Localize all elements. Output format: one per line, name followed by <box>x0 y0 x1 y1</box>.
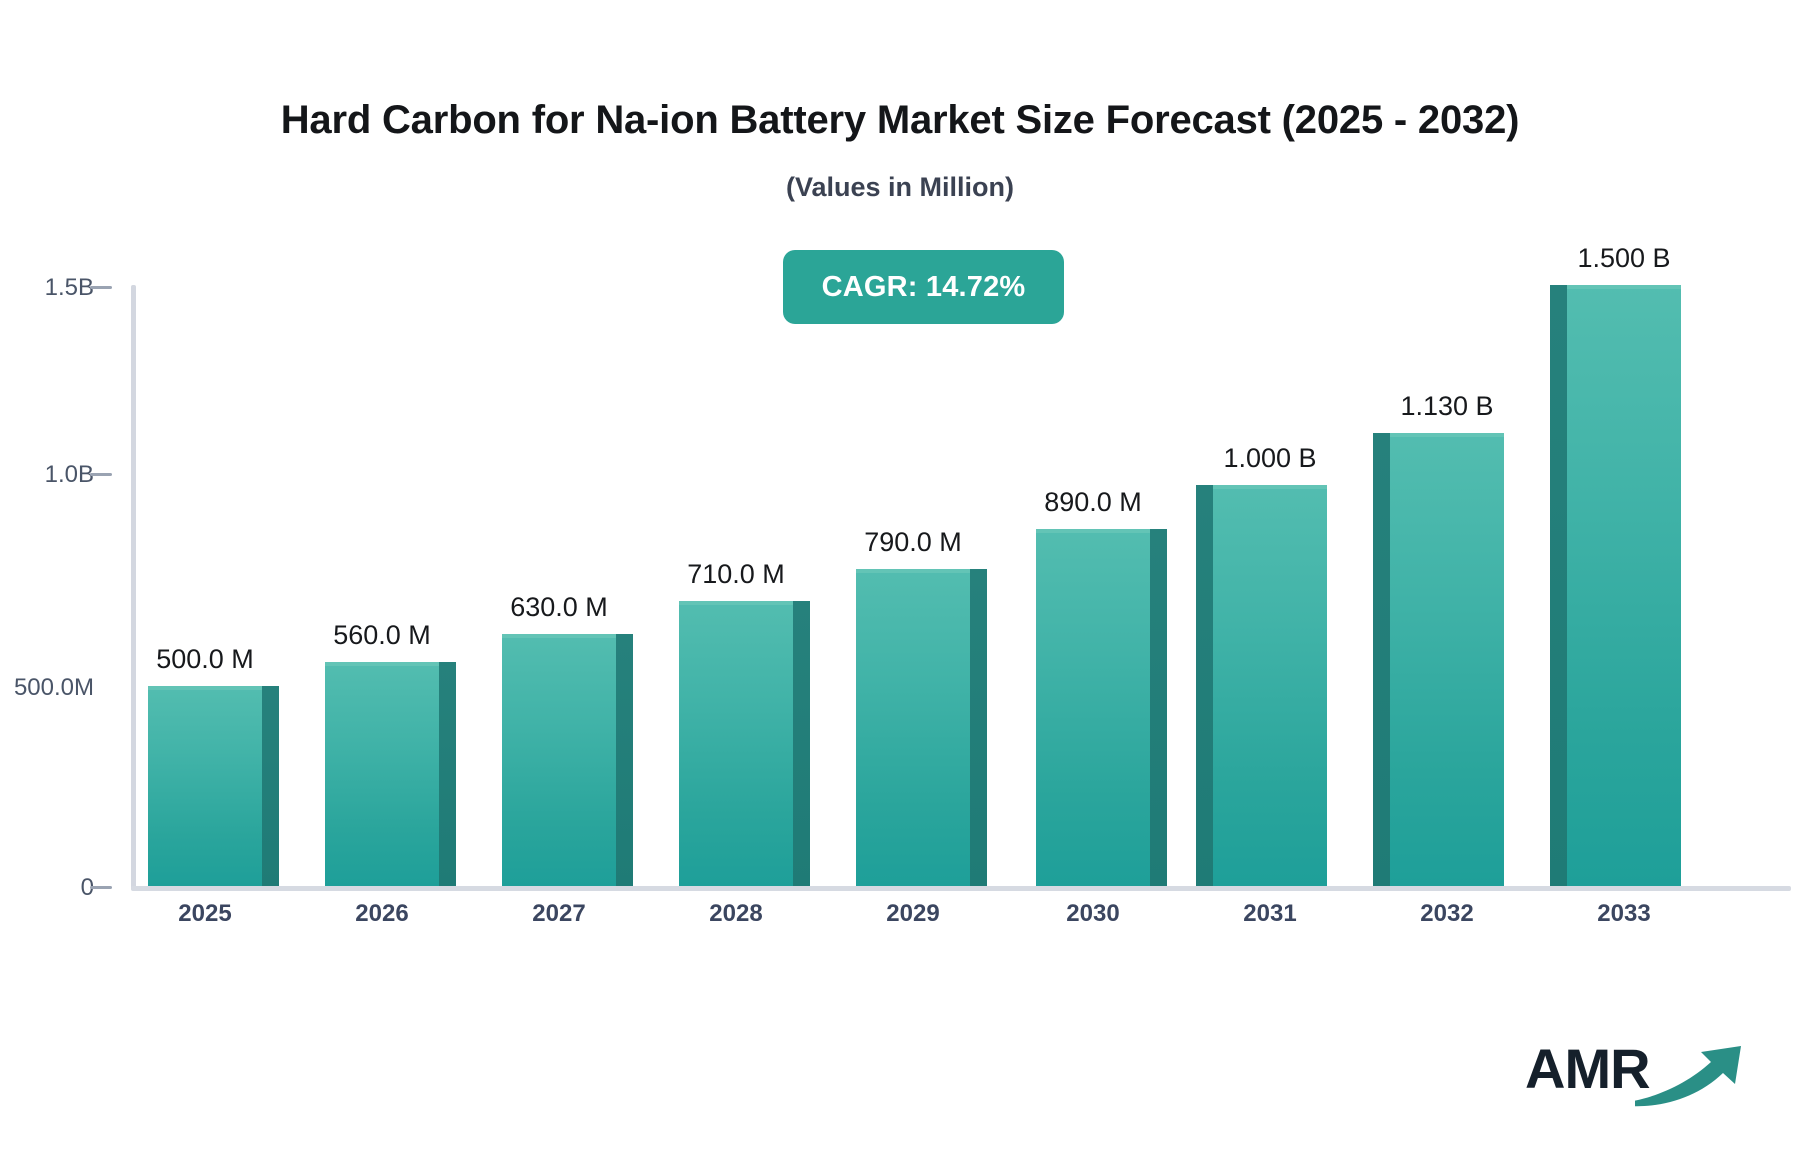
bar-front-face <box>148 686 262 886</box>
amr-logo: AMR <box>1525 1037 1765 1128</box>
bar-front-face <box>1567 285 1681 886</box>
bar-front-face <box>325 662 439 886</box>
bar-side-face <box>1373 433 1390 886</box>
bar-value-2027: 630.0 M <box>510 592 608 622</box>
x-tick-label-2032: 2032 <box>1420 900 1474 927</box>
bar-value-2028: 710.0 M <box>687 559 785 589</box>
bar-value-2031: 1.000 B <box>1223 443 1317 473</box>
bar-value-2032: 1.130 B <box>1400 391 1494 421</box>
bar-top-edge <box>679 601 793 605</box>
bar-top-edge <box>1390 433 1504 437</box>
amr-logo-text: AMR <box>1525 1037 1651 1100</box>
bar-front-face <box>1213 485 1327 886</box>
x-tick-label-2030: 2030 <box>1066 900 1120 927</box>
bar-front-face <box>1390 433 1504 886</box>
bar-top-edge <box>856 569 970 573</box>
bar-2030[interactable] <box>1036 529 1167 886</box>
bar-top-edge <box>325 662 439 666</box>
bar-side-face <box>1150 529 1167 886</box>
bar-top-edge <box>148 686 262 690</box>
bar-value-2030: 890.0 M <box>1044 487 1142 517</box>
bar-side-face <box>793 601 810 886</box>
bar-side-face <box>616 634 633 886</box>
cagr-badge: CAGR: 14.72% <box>783 250 1064 324</box>
x-tick-label-2031: 2031 <box>1243 900 1297 927</box>
bar-front-face <box>856 569 970 886</box>
x-tick-label-2029: 2029 <box>886 900 940 927</box>
y-tick-label-1500: 1.5B <box>44 274 94 301</box>
bar-2027[interactable] <box>502 634 633 886</box>
x-tick-label-2025: 2025 <box>178 900 232 927</box>
bar-top-edge <box>1036 529 1150 533</box>
bar-2029[interactable] <box>856 569 987 886</box>
bar-top-edge <box>502 634 616 638</box>
bar-top-edge <box>1567 285 1681 289</box>
bar-2025[interactable] <box>148 686 279 886</box>
bar-value-2033: 1.500 B <box>1577 243 1671 273</box>
bar-value-2029: 790.0 M <box>864 527 962 557</box>
y-tick-label-1000: 1.0B <box>44 461 94 488</box>
bar-front-face <box>679 601 793 886</box>
bar-2032[interactable] <box>1373 433 1504 886</box>
x-tick-label-2033: 2033 <box>1597 900 1651 927</box>
bar-value-2025: 500.0 M <box>156 644 254 674</box>
bar-front-face <box>502 634 616 886</box>
x-axis-line <box>131 886 1791 891</box>
x-tick-label-2027: 2027 <box>532 900 586 927</box>
y-tick-dash-1000 <box>90 473 112 476</box>
bar-side-face <box>970 569 987 886</box>
x-tick-label-2028: 2028 <box>709 900 763 927</box>
bar-side-face <box>439 662 456 886</box>
growth-arrow-icon <box>1635 1046 1741 1107</box>
bar-side-face <box>1196 485 1213 886</box>
page-title: Hard Carbon for Na-ion Battery Market Si… <box>280 98 1520 142</box>
x-tick-label-2026: 2026 <box>355 900 409 927</box>
bar-value-2026: 560.0 M <box>333 620 431 650</box>
bar-2033[interactable] <box>1550 285 1681 886</box>
bar-2026[interactable] <box>325 662 456 886</box>
y-tick-label-500: 500.0M <box>13 674 94 701</box>
y-tick-dash-1500 <box>90 286 112 289</box>
bar-2028[interactable] <box>679 601 810 886</box>
bar-2031[interactable] <box>1196 485 1327 886</box>
y-tick-label-0: 0 <box>80 874 94 901</box>
y-axis-line <box>131 285 136 890</box>
y-tick-dash-0 <box>90 886 112 889</box>
bar-top-edge <box>1213 485 1327 489</box>
chart-subtitle: (Values in Million) <box>785 172 1015 202</box>
bar-side-face <box>262 686 279 886</box>
bar-side-face <box>1550 285 1567 886</box>
bar-front-face <box>1036 529 1150 886</box>
